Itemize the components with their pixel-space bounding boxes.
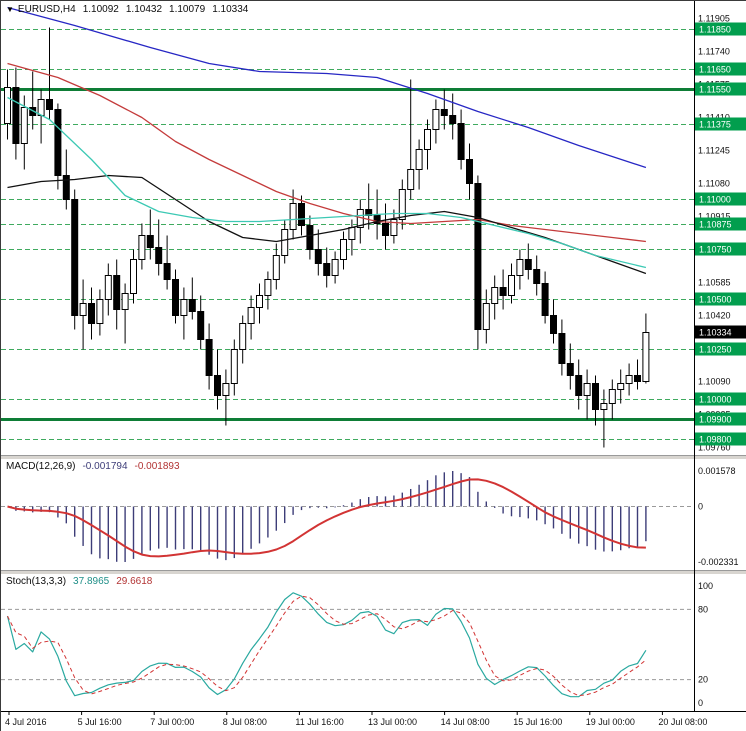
- svg-text:19 Jul 00:00: 19 Jul 00:00: [586, 717, 635, 727]
- svg-text:1.11080: 1.11080: [698, 179, 730, 189]
- macd-value-main: -0.001794: [82, 461, 128, 472]
- svg-text:14 Jul 08:00: 14 Jul 08:00: [441, 717, 490, 727]
- svg-text:0.001578: 0.001578: [698, 466, 736, 476]
- candlestick-series: [4, 27, 650, 448]
- svg-text:1.11375: 1.11375: [699, 120, 731, 130]
- stoch-header: Stoch(13,3,3) 37.8965 29.6618: [6, 576, 152, 587]
- svg-text:20 Jul 08:00: 20 Jul 08:00: [658, 717, 707, 727]
- svg-text:1.11550: 1.11550: [699, 85, 731, 95]
- svg-text:1.11905: 1.11905: [698, 14, 730, 24]
- svg-text:1.11000: 1.11000: [699, 195, 731, 205]
- svg-text:100: 100: [698, 581, 713, 591]
- time-axis[interactable]: 4 Jul 2016 5 Jul 16:00 7 Jul 00:00 8 Jul 08…: [5, 711, 707, 727]
- svg-text:80: 80: [698, 604, 708, 614]
- level-price-labels: 1.11850 1.11650 1.11550 1.11375 1.11000 1.108…: [695, 22, 746, 446]
- svg-text:1.10915: 1.10915: [698, 212, 731, 222]
- stoch-panel-area[interactable]: [1, 574, 694, 711]
- ma-teal: [7, 96, 647, 269]
- symbol-period: EURUSD,H4: [17, 4, 76, 15]
- macd-signal-line: [7, 478, 646, 558]
- macd-value-signal: -0.001893: [134, 461, 180, 472]
- svg-text:1.11650: 1.11650: [699, 65, 731, 75]
- svg-text:1.10500: 1.10500: [699, 295, 732, 305]
- svg-text:15 Jul 16:00: 15 Jul 16:00: [513, 717, 562, 727]
- price-low: 1.10079: [169, 4, 206, 15]
- svg-text:1.11245: 1.11245: [698, 146, 730, 156]
- svg-text:20: 20: [698, 675, 708, 685]
- svg-text:1.11740: 1.11740: [698, 47, 730, 57]
- svg-text:1.10585: 1.10585: [698, 278, 731, 288]
- svg-text:8 Jul 08:00: 8 Jul 08:00: [223, 717, 267, 727]
- price-close: 1.10334: [212, 4, 249, 15]
- stoch-value-k: 37.8965: [73, 576, 110, 587]
- svg-text:0: 0: [698, 501, 703, 511]
- macd-axis[interactable]: 0.001578 0 -0.002331: [698, 466, 739, 567]
- price-axis[interactable]: 1.119051.117401.115751.114101.112451.110…: [698, 14, 731, 453]
- svg-text:-0.002331: -0.002331: [698, 557, 739, 567]
- panel-splitter[interactable]: [1, 570, 746, 574]
- svg-text:5 Jul 16:00: 5 Jul 16:00: [78, 717, 122, 727]
- svg-text:4 Jul 2016: 4 Jul 2016: [5, 717, 47, 727]
- svg-text:1.11850: 1.11850: [699, 25, 731, 35]
- macd-label: MACD(12,26,9): [6, 461, 76, 472]
- macd-panel-area[interactable]: [1, 459, 694, 570]
- svg-text:1.09760: 1.09760: [698, 443, 731, 453]
- stoch-label: Stoch(13,3,3): [6, 576, 67, 587]
- svg-text:11 Jul 16:00: 11 Jul 16:00: [295, 717, 343, 727]
- chart-title: ▼ EURUSD,H4 1.10092 1.10432 1.10079 1.10…: [6, 4, 248, 15]
- one-click-arrow-icon[interactable]: ▼: [6, 5, 14, 14]
- slow-ma-blue: [7, 6, 647, 169]
- svg-text:13 Jul 00:00: 13 Jul 00:00: [368, 717, 417, 727]
- fast-ma-black: [7, 174, 647, 275]
- price-high: 1.10432: [125, 4, 163, 15]
- svg-text:1.10000: 1.10000: [699, 395, 732, 405]
- stoch-d-line: [7, 595, 647, 697]
- macd-header: MACD(12,26,9) -0.001794 -0.001893: [6, 461, 180, 472]
- svg-text:1.09800: 1.09800: [699, 435, 732, 445]
- medium-ma-red: [7, 62, 646, 243]
- svg-text:1.10250: 1.10250: [699, 345, 732, 355]
- svg-text:1.10090: 1.10090: [698, 377, 731, 387]
- stoch-k-line: [6, 592, 647, 698]
- svg-text:1.10334: 1.10334: [699, 328, 732, 338]
- svg-text:0: 0: [698, 698, 703, 708]
- svg-text:7 Jul 00:00: 7 Jul 00:00: [150, 717, 194, 727]
- svg-text:1.09900: 1.09900: [699, 415, 732, 425]
- current-price-label: 1.10334: [695, 325, 746, 339]
- stoch-axis[interactable]: 100 80 20 0: [698, 581, 713, 708]
- svg-text:1.10875: 1.10875: [699, 220, 732, 230]
- panel-splitter[interactable]: [1, 455, 746, 459]
- price-open: 1.10092: [82, 4, 119, 15]
- svg-text:1.10420: 1.10420: [698, 311, 731, 321]
- svg-text:1.10750: 1.10750: [699, 245, 732, 255]
- stoch-value-d: 29.6618: [116, 576, 153, 587]
